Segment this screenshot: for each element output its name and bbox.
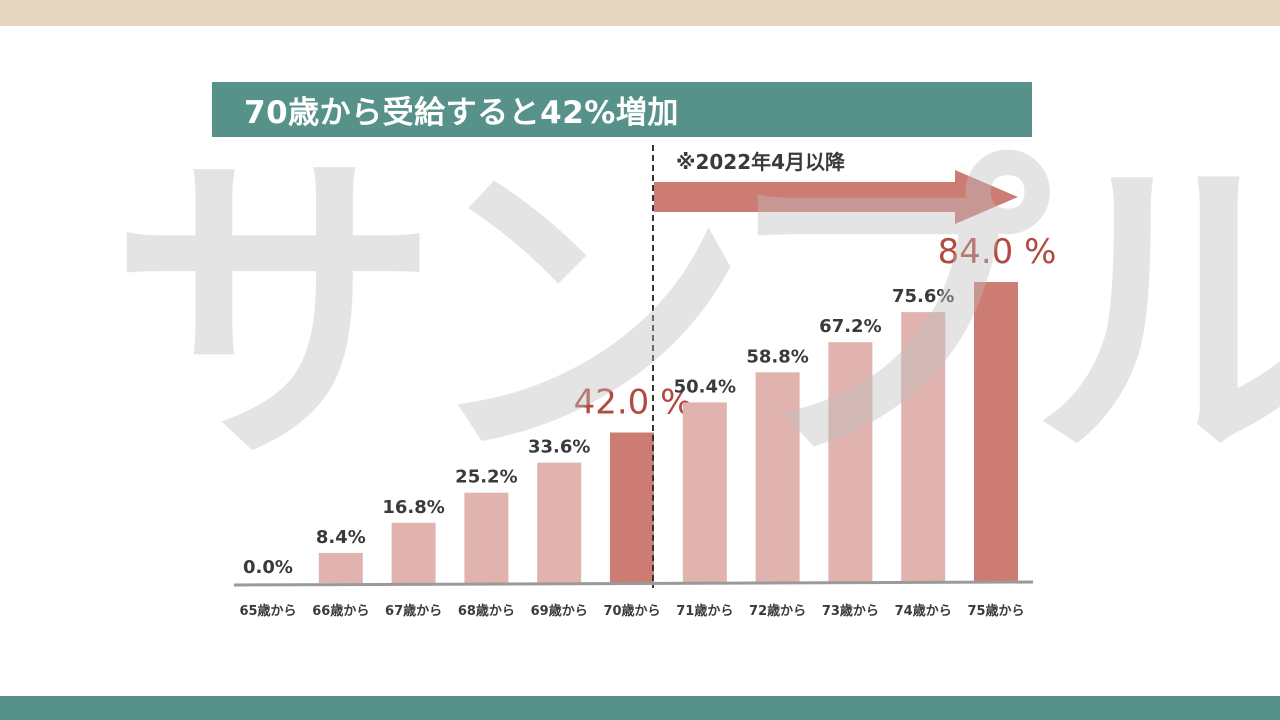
data-label-70歳から: 42.0 % [574, 383, 693, 423]
bar-69歳から [537, 462, 582, 583]
tick-label-65歳から: 65歳から [239, 603, 296, 619]
data-label-65歳から: 0.0% [243, 557, 293, 578]
tick-label-73歳から: 73歳から [822, 603, 879, 619]
bar-72歳から [755, 372, 800, 583]
tick-label-75歳から: 75歳から [967, 603, 1024, 619]
title-banner: 70歳から受給すると42%増加 [212, 82, 1032, 137]
period-arrow [654, 170, 1018, 224]
tick-label-70歳から: 70歳から [603, 603, 660, 619]
bar-66歳から [318, 552, 363, 583]
bar-67歳から [391, 522, 436, 583]
bar-74歳から [901, 312, 946, 583]
data-label-69歳から: 33.6% [528, 437, 590, 458]
tick-label-68歳から: 68歳から [458, 603, 515, 619]
data-label-72歳から: 58.8% [746, 346, 808, 367]
page-title: 70歳から受給すると42%増加 [244, 95, 679, 131]
tick-label-74歳から: 74歳から [895, 603, 952, 619]
top-color-band [0, 0, 1280, 26]
data-label-74歳から: 75.6% [892, 286, 954, 307]
data-label-66歳から: 8.4% [316, 527, 366, 548]
tick-label-69歳から: 69歳から [531, 603, 588, 619]
tick-label-66歳から: 66歳から [312, 603, 369, 619]
bar-70歳から [610, 432, 654, 583]
data-label-67歳から: 16.8% [382, 497, 444, 518]
data-label-68歳から: 25.2% [455, 467, 517, 488]
tick-label-71歳から: 71歳から [676, 603, 733, 619]
tick-label-72歳から: 72歳から [749, 603, 806, 619]
bar-75歳から [974, 282, 1018, 583]
x-axis-baseline [233, 580, 1034, 587]
bottom-color-band [0, 696, 1280, 720]
bar-68歳から [464, 492, 509, 583]
tick-label-67歳から: 67歳から [385, 603, 442, 619]
data-label-73歳から: 67.2% [819, 316, 881, 337]
bar-71歳から [682, 402, 727, 583]
date-note: ※2022年4月以降 [676, 150, 846, 174]
bar-73歳から [828, 342, 873, 583]
data-label-75歳から: 84.0 % [938, 232, 1057, 272]
data-label-71歳から: 50.4% [674, 376, 736, 397]
